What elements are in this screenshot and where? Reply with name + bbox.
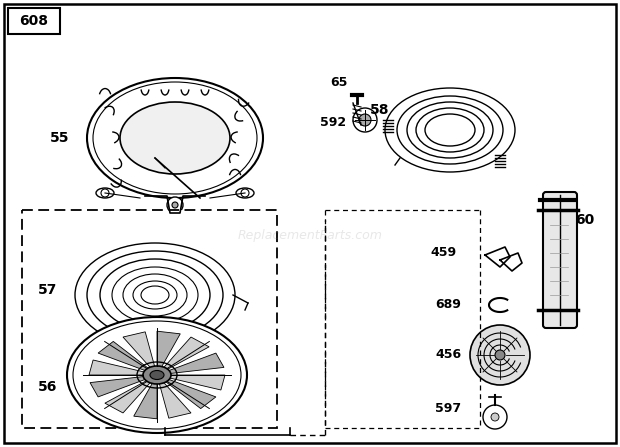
Text: 55: 55 bbox=[50, 131, 69, 145]
Polygon shape bbox=[98, 342, 149, 371]
Circle shape bbox=[470, 325, 530, 385]
Polygon shape bbox=[123, 332, 155, 368]
Text: 56: 56 bbox=[38, 380, 58, 394]
Polygon shape bbox=[165, 379, 216, 409]
Circle shape bbox=[495, 350, 505, 360]
Text: 597: 597 bbox=[435, 401, 461, 414]
Bar bbox=[8, 8, 60, 34]
Text: 58: 58 bbox=[370, 103, 389, 117]
Circle shape bbox=[172, 202, 178, 208]
Circle shape bbox=[101, 189, 109, 197]
Text: 456: 456 bbox=[435, 349, 461, 362]
Text: 608: 608 bbox=[19, 14, 48, 28]
Text: 60: 60 bbox=[575, 213, 594, 227]
Circle shape bbox=[241, 189, 249, 197]
Circle shape bbox=[167, 197, 183, 213]
Ellipse shape bbox=[67, 317, 247, 433]
Polygon shape bbox=[89, 360, 146, 375]
Ellipse shape bbox=[96, 188, 114, 198]
Text: 592: 592 bbox=[320, 115, 346, 128]
Polygon shape bbox=[157, 331, 180, 368]
Text: 689: 689 bbox=[435, 299, 461, 312]
Circle shape bbox=[353, 108, 377, 132]
Text: 57: 57 bbox=[38, 283, 58, 297]
Text: 65: 65 bbox=[330, 76, 347, 89]
Polygon shape bbox=[159, 382, 191, 418]
Polygon shape bbox=[163, 337, 209, 370]
Ellipse shape bbox=[93, 82, 257, 194]
Ellipse shape bbox=[120, 102, 230, 174]
Ellipse shape bbox=[236, 188, 254, 198]
Ellipse shape bbox=[143, 366, 171, 384]
Polygon shape bbox=[134, 382, 157, 419]
Text: 459: 459 bbox=[430, 245, 456, 258]
Circle shape bbox=[359, 114, 371, 126]
Ellipse shape bbox=[73, 321, 241, 429]
FancyBboxPatch shape bbox=[543, 192, 577, 328]
Polygon shape bbox=[167, 353, 224, 374]
Circle shape bbox=[491, 413, 499, 421]
Polygon shape bbox=[105, 380, 151, 413]
Ellipse shape bbox=[141, 286, 169, 304]
Ellipse shape bbox=[87, 78, 263, 198]
Polygon shape bbox=[90, 376, 146, 397]
Text: ReplacementParts.com: ReplacementParts.com bbox=[237, 228, 383, 241]
Bar bbox=[22, 210, 277, 428]
Polygon shape bbox=[168, 375, 225, 390]
Circle shape bbox=[483, 405, 507, 429]
Ellipse shape bbox=[150, 371, 164, 380]
